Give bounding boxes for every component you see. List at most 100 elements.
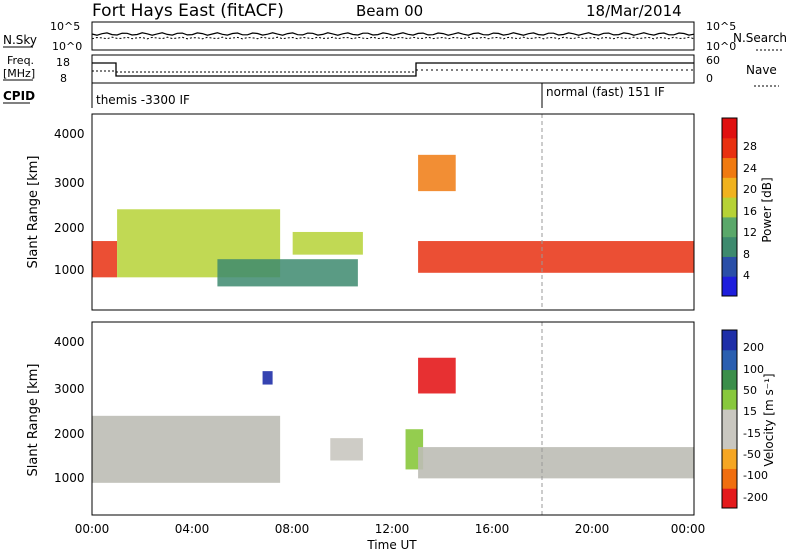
nave-tick-top: 60 xyxy=(706,54,720,67)
power-colorbar-swatch xyxy=(722,236,737,257)
velocity-ytick-2000: 2000 xyxy=(54,427,85,441)
xtick-2000: 20:00 xyxy=(575,522,610,536)
power-echo-layer xyxy=(92,154,694,287)
power-cbar-tick-12: 12 xyxy=(743,226,757,239)
velocity-echo-region xyxy=(92,415,281,483)
velocity-ylabel: Slant Range [km] xyxy=(26,364,41,477)
freq-tick-bottom: 8 xyxy=(60,72,67,85)
xtick-0000: 00:00 xyxy=(75,522,110,536)
noise-right-tick-bottom: 10^0 xyxy=(706,40,736,53)
noise-search-line xyxy=(91,36,695,40)
xtick-1200: 12:00 xyxy=(375,522,410,536)
power-ytick-3000: 3000 xyxy=(54,176,85,190)
velocity-ytick-4000: 4000 xyxy=(54,335,85,349)
power-echo-region xyxy=(217,259,358,287)
velocity-colorbar-swatch xyxy=(722,448,737,469)
noise-sky-line xyxy=(91,32,695,36)
x-axis-label: Time UT xyxy=(366,538,417,552)
noise-sky-label: N.Sky xyxy=(3,33,37,47)
velocity-colorbar-swatch xyxy=(722,330,737,351)
vel-cbar-tick-50: 50 xyxy=(743,384,757,397)
vel-cbar-tick-m50: -50 xyxy=(743,448,761,461)
freq-panel: Freq. [MHz] 18 8 60 0 Nave xyxy=(3,54,779,87)
xtick-2400: 00:00 xyxy=(671,522,706,536)
velocity-ytick-1000: 1000 xyxy=(54,471,85,485)
noise-panel: N.Sky 10^5 10^0 10^5 10^0 N.Search xyxy=(3,20,787,53)
velocity-echo-region xyxy=(418,357,456,394)
velocity-colorbar-swatch xyxy=(722,468,737,489)
velocity-panel-frame xyxy=(91,321,695,516)
velocity-colorbar-swatch xyxy=(722,409,737,430)
power-echo-region xyxy=(418,154,456,192)
noise-left-tick-top: 10^5 xyxy=(50,20,80,33)
noise-search-label: N.Search xyxy=(733,31,787,45)
power-colorbar-swatch xyxy=(722,177,737,198)
xtick-0800: 08:00 xyxy=(275,522,310,536)
nave-tick-bottom: 0 xyxy=(706,72,713,85)
velocity-echo-region xyxy=(418,447,694,479)
velocity-colorbar-swatch xyxy=(722,389,737,410)
power-cbar-tick-8: 8 xyxy=(743,248,750,261)
cpid-mode-themis: themis -3300 IF xyxy=(96,93,190,107)
power-cbar-tick-16: 16 xyxy=(743,205,757,218)
power-ylabel: Slant Range [km] xyxy=(26,156,41,269)
station-title: Fort Hays East (fitACF) xyxy=(92,1,284,21)
velocity-colorbar-swatch xyxy=(722,369,737,390)
power-colorbar-swatch xyxy=(722,197,737,218)
vel-cbar-tick-m200: -200 xyxy=(743,491,768,504)
freq-unit-label: [MHz] xyxy=(3,67,35,80)
velocity-colorbar-swatch xyxy=(722,488,737,509)
velocity-colorbar xyxy=(722,330,737,509)
nave-label: Nave xyxy=(746,63,777,77)
power-colorbar-swatch xyxy=(722,276,737,297)
velocity-colorbar-label: Velocity [m s⁻¹] xyxy=(762,373,776,466)
power-cbar-tick-28: 28 xyxy=(743,140,757,153)
vel-cbar-tick-m15: -15 xyxy=(743,427,761,440)
noise-right-tick-top: 10^5 xyxy=(706,20,736,33)
power-echo-region xyxy=(292,231,363,255)
power-echo-region xyxy=(92,241,118,278)
velocity-ytick-3000: 3000 xyxy=(54,382,85,396)
power-colorbar xyxy=(722,118,737,297)
velocity-echo-layer xyxy=(92,357,694,483)
power-cbar-tick-24: 24 xyxy=(743,162,757,175)
noise-left-tick-bottom: 10^0 xyxy=(52,40,82,53)
velocity-colorbar-swatch xyxy=(722,349,737,371)
freq-tick-top: 18 xyxy=(56,56,70,69)
velocity-colorbar-swatch xyxy=(722,428,737,450)
power-colorbar-swatch xyxy=(722,137,737,159)
xtick-0400: 04:00 xyxy=(175,522,210,536)
vel-cbar-tick-100: 100 xyxy=(743,363,764,376)
power-colorbar-label: Power [dB] xyxy=(760,177,774,242)
noise-panel-frame xyxy=(91,21,695,51)
power-ytick-2000: 2000 xyxy=(54,221,85,235)
power-colorbar-frame xyxy=(721,117,738,297)
power-colorbar-swatch xyxy=(722,256,737,277)
vel-cbar-tick-15: 15 xyxy=(743,405,757,418)
cpid-row: CPID themis -3300 IF normal (fast) 151 I… xyxy=(3,83,665,108)
date-label: 18/Mar/2014 xyxy=(586,2,682,20)
freq-label: Freq. xyxy=(7,54,34,67)
velocity-panel: Slant Range [km] 4000 3000 2000 1000 200… xyxy=(26,321,776,516)
beam-label: Beam 00 xyxy=(356,2,423,20)
vel-cbar-tick-200: 200 xyxy=(743,341,764,354)
vel-cbar-tick-m100: -100 xyxy=(743,469,768,482)
power-colorbar-swatch xyxy=(722,118,737,139)
xtick-1600: 16:00 xyxy=(475,522,510,536)
x-axis: 00:00 04:00 08:00 12:00 16:00 20:00 00:0… xyxy=(75,522,706,552)
velocity-colorbar-frame xyxy=(721,329,738,509)
velocity-echo-region xyxy=(262,371,273,385)
velocity-echo-region xyxy=(330,438,363,461)
power-cbar-tick-4: 4 xyxy=(743,269,750,282)
freq-panel-frame xyxy=(91,54,695,84)
power-ytick-4000: 4000 xyxy=(54,127,85,141)
power-panel-frame xyxy=(91,113,695,311)
power-colorbar-swatch xyxy=(722,157,737,178)
power-colorbar-swatch xyxy=(722,216,737,238)
power-echo-region xyxy=(418,241,694,273)
cpid-mode-normal: normal (fast) 151 IF xyxy=(546,85,665,99)
power-ytick-1000: 1000 xyxy=(54,263,85,277)
power-panel: Slant Range [km] 4000 3000 2000 1000 28 … xyxy=(26,113,774,311)
frequency-trace xyxy=(92,62,694,77)
